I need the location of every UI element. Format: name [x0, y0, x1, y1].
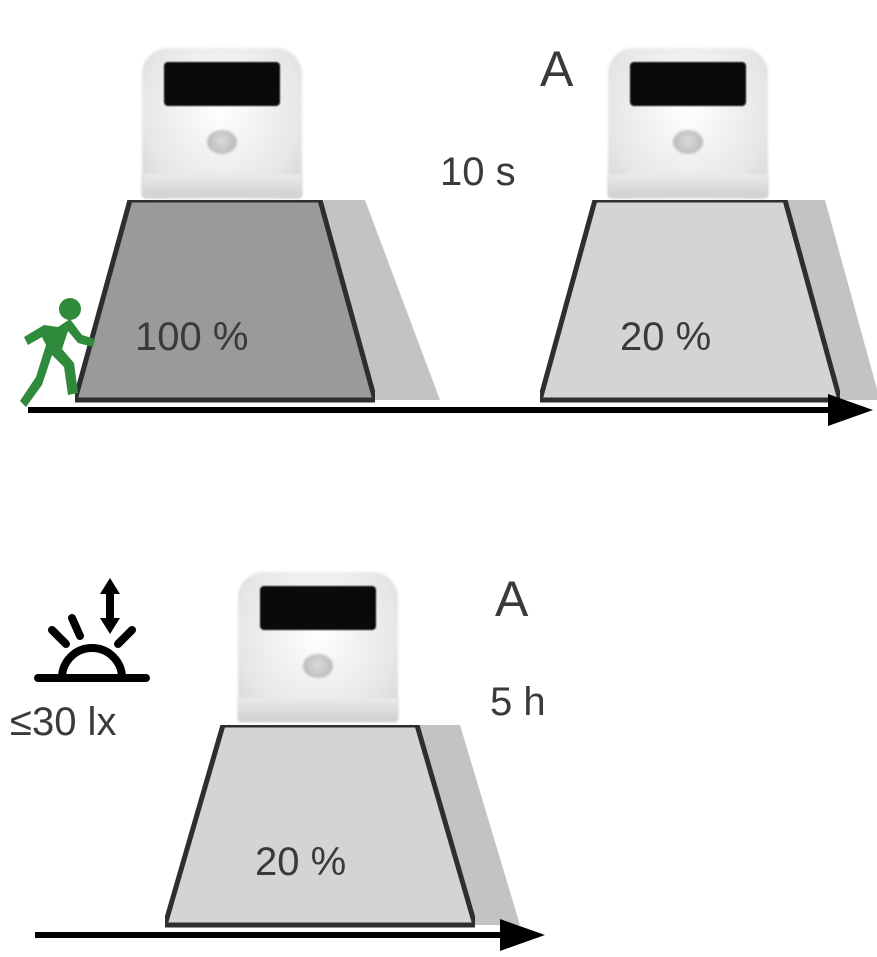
dusk-threshold-icon — [32, 578, 152, 698]
left-value-label: 100 % — [135, 315, 248, 360]
bottom-value-label: 20 % — [255, 840, 346, 885]
sensor-top-right — [608, 48, 768, 198]
delay-label: 10 s — [440, 150, 516, 195]
lux-label: ≤30 lx — [10, 700, 116, 745]
top-baseline-arrow — [28, 392, 873, 432]
left-beam-100 — [75, 200, 375, 410]
bottom-beam-20 — [165, 725, 475, 935]
sensor-bottom — [238, 572, 398, 722]
top-diagram: A 10 s 100 % 20 % — [0, 0, 877, 430]
sensor-top-left — [142, 48, 302, 198]
bottom-baseline-arrow — [35, 917, 545, 957]
mode-label-a-top: A — [540, 40, 573, 98]
right-value-label: 20 % — [620, 315, 711, 360]
right-beam-20 — [540, 200, 840, 410]
time-label: 5 h — [490, 680, 546, 725]
mode-label-a-bottom: A — [495, 570, 528, 628]
runner-icon — [20, 297, 98, 412]
bottom-diagram: A 5 h ≤30 lx 20 % — [0, 530, 877, 954]
